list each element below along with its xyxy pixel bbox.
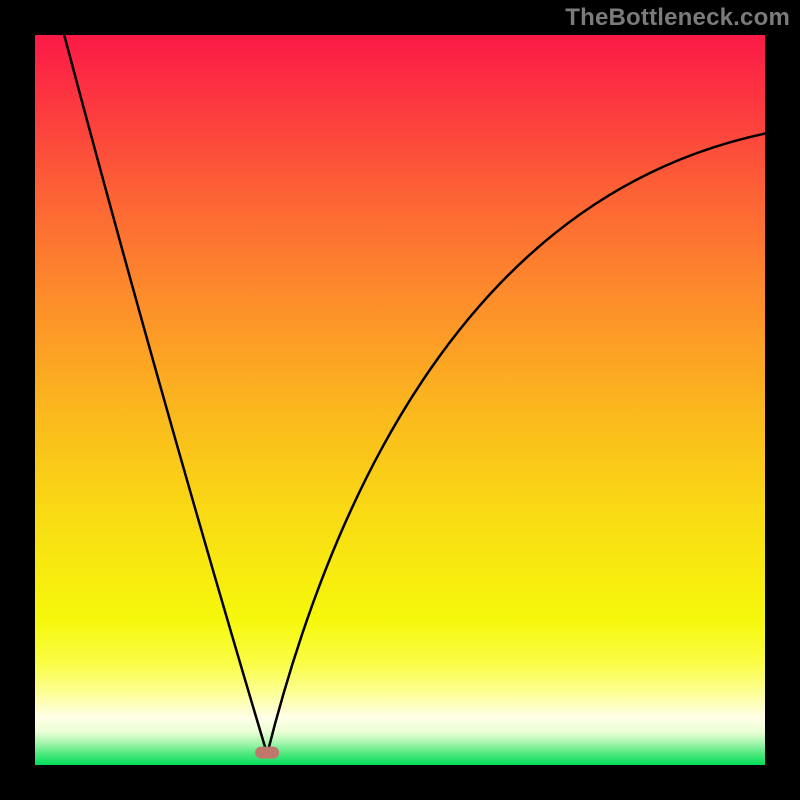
chart-svg xyxy=(0,0,800,800)
optimal-point-marker xyxy=(255,747,279,759)
watermark-text: TheBottleneck.com xyxy=(565,4,790,32)
chart-canvas: TheBottleneck.com xyxy=(0,0,800,800)
plot-gradient-background xyxy=(35,35,765,765)
